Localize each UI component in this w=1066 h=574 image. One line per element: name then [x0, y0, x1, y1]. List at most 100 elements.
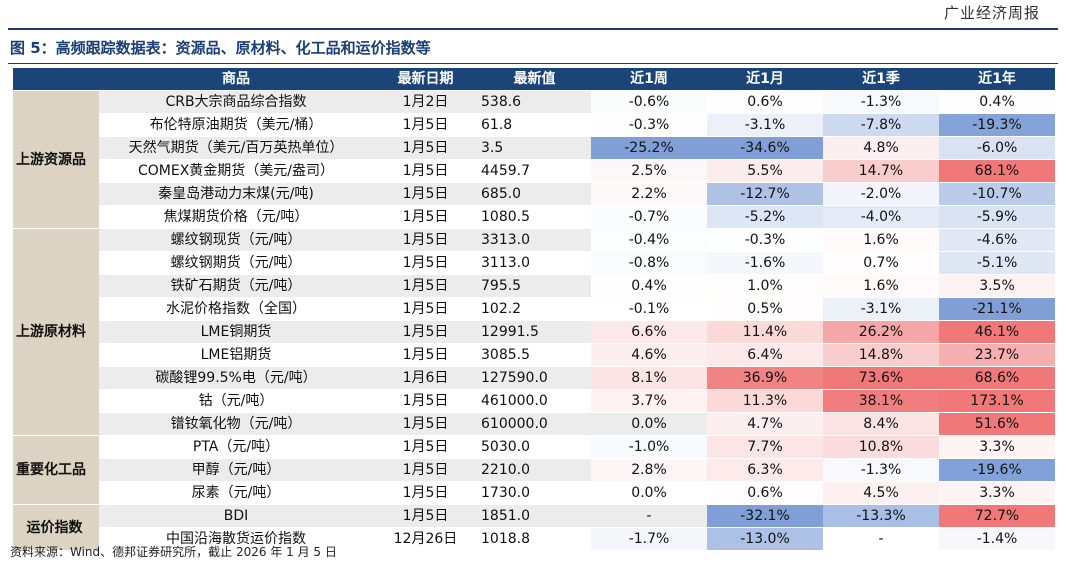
latest-date: 1月5日 [373, 504, 478, 528]
latest-value: 4459.7 [478, 159, 591, 183]
commodity-name: 碳酸锂99.5%电（元/吨） [99, 366, 373, 390]
latest-date: 1月5日 [373, 113, 478, 137]
latest-date: 1月5日 [373, 320, 478, 344]
change-week: - [591, 504, 707, 528]
change-month: 4.7% [707, 412, 823, 436]
latest-value: 795.5 [478, 274, 591, 298]
change-year: -10.7% [939, 182, 1055, 206]
change-quarter: -3.1% [823, 297, 939, 321]
latest-value: 3085.5 [478, 343, 591, 367]
commodity-name: COMEX黄金期货（美元/盎司） [99, 159, 373, 183]
latest-date: 1月2日 [373, 90, 478, 114]
change-quarter: 1.6% [823, 228, 939, 252]
latest-date: 1月5日 [373, 458, 478, 482]
change-week: -0.1% [591, 297, 707, 321]
change-week: -0.8% [591, 251, 707, 275]
change-quarter: -2.0% [823, 182, 939, 206]
latest-date: 1月5日 [373, 136, 478, 160]
table-row: 镨钕氧化物（元/吨） 1月5日 610000.0 0.0% 4.7% 8.4% 51.6% [13, 412, 1055, 436]
table-row: 上游原材料 螺纹钢现货（元/吨） 1月5日 3313.0 -0.4% -0.3% 1.6% -… [13, 228, 1055, 436]
change-month: -1.6% [707, 251, 823, 275]
change-quarter: 38.1% [823, 389, 939, 413]
change-year: 173.1% [939, 389, 1055, 413]
latest-date: 1月5日 [373, 435, 478, 459]
figure-rule [8, 63, 1058, 64]
latest-value: 102.2 [478, 297, 591, 321]
table-row: 焦煤期货价格（元/吨） 1月5日 1080.5 -0.7% -5.2% -4.0% -5.9… [13, 205, 1055, 229]
change-year: 68.6% [939, 366, 1055, 390]
change-week: -0.6% [591, 90, 707, 114]
latest-value: 3113.0 [478, 251, 591, 275]
commodity-name: 螺纹钢期货（元/吨） [99, 251, 373, 275]
change-year: 46.1% [939, 320, 1055, 344]
change-quarter: -13.3% [823, 504, 939, 528]
col-header-month: 近1月 [707, 68, 823, 91]
change-month: 5.5% [707, 159, 823, 183]
commodity-name: LME铜期货 [99, 320, 373, 344]
table-row: 重要化工品 PTA（元/吨） 1月5日 5030.0 -1.0% 7.7% 10.8% 3.3… [13, 435, 1055, 505]
table-body: 上游资源品 CRB大宗商品综合指数 1月2日 538.6 -0.6% 0.6% -1.3% 0… [13, 90, 1055, 551]
commodity-name: 天然气期货（美元/百万英热单位） [99, 136, 373, 160]
latest-value: 1080.5 [478, 205, 591, 229]
group-label: 上游资源品 [13, 90, 99, 229]
latest-date: 1月5日 [373, 228, 478, 252]
change-quarter: 26.2% [823, 320, 939, 344]
change-month: -5.2% [707, 205, 823, 229]
change-week: -1.7% [591, 527, 707, 551]
change-year: -21.1% [939, 297, 1055, 321]
commodity-name: 布伦特原油期货（美元/桶） [99, 113, 373, 137]
change-quarter: - [823, 527, 939, 551]
col-header-date: 最新日期 [373, 68, 478, 91]
latest-value: 5030.0 [478, 435, 591, 459]
latest-value: 127590.0 [478, 366, 591, 390]
latest-date: 1月5日 [373, 159, 478, 183]
col-header-quarter: 近1季 [823, 68, 939, 91]
change-month: -13.0% [707, 527, 823, 551]
commodity-name: PTA（元/吨） [99, 435, 373, 459]
change-year: 68.1% [939, 159, 1055, 183]
change-month: 6.4% [707, 343, 823, 367]
latest-value: 1730.0 [478, 481, 591, 505]
change-month: 6.3% [707, 458, 823, 482]
change-year: 3.5% [939, 274, 1055, 298]
col-header-value: 最新值 [478, 68, 591, 91]
data-table: 商品 最新日期 最新值 近1周 近1月 近1季 近1年 上游资源品 CRB大宗商品… [13, 68, 1055, 551]
table-row: COMEX黄金期货（美元/盎司） 1月5日 4459.7 2.5% 5.5% 14.7% 6… [13, 159, 1055, 183]
commodity-name: 秦皇岛港动力末煤(元/吨) [99, 182, 373, 206]
change-week: -25.2% [591, 136, 707, 160]
commodity-name: CRB大宗商品综合指数 [99, 90, 373, 114]
commodity-name: LME铝期货 [99, 343, 373, 367]
change-quarter: 4.5% [823, 481, 939, 505]
latest-date: 1月5日 [373, 389, 478, 413]
change-year: -5.9% [939, 205, 1055, 229]
change-year: -19.6% [939, 458, 1055, 482]
change-year: 51.6% [939, 412, 1055, 436]
change-week: 2.8% [591, 458, 707, 482]
group-label: 重要化工品 [13, 435, 99, 505]
commodity-name: 水泥价格指数（全国） [99, 297, 373, 321]
change-month: 0.6% [707, 90, 823, 114]
group-label: 上游原材料 [13, 228, 99, 436]
change-year: -5.1% [939, 251, 1055, 275]
change-quarter: 8.4% [823, 412, 939, 436]
table-row: 运价指数 BDI 1月5日 1851.0- -32.1% -13.3% 72.7% [13, 504, 1055, 551]
change-week: -0.4% [591, 228, 707, 252]
change-month: 11.4% [707, 320, 823, 344]
table-row: 铁矿石期货（元/吨） 1月5日 795.5 0.4% 1.0% 1.6% 3.5% [13, 274, 1055, 298]
change-month: -12.7% [707, 182, 823, 206]
change-quarter: 14.8% [823, 343, 939, 367]
col-header-commodity: 商品 [99, 68, 373, 91]
change-week: 8.1% [591, 366, 707, 390]
change-quarter: 73.6% [823, 366, 939, 390]
brand-name: 广业经济周报 [943, 4, 1040, 22]
change-month: -34.6% [707, 136, 823, 160]
latest-date: 1月5日 [373, 343, 478, 367]
change-quarter: -1.3% [823, 90, 939, 114]
table-row: 布伦特原油期货（美元/桶） 1月5日 61.8 -0.3% -3.1% -7.8% -19.… [13, 113, 1055, 137]
latest-value: 61.8 [478, 113, 591, 137]
group-label: 运价指数 [13, 504, 99, 551]
table-row: LME铝期货 1月5日 3085.5 4.6% 6.4% 14.8% 23.7% [13, 343, 1055, 367]
change-week: -0.7% [591, 205, 707, 229]
change-year: 23.7% [939, 343, 1055, 367]
latest-date: 12月26日 [373, 527, 478, 551]
